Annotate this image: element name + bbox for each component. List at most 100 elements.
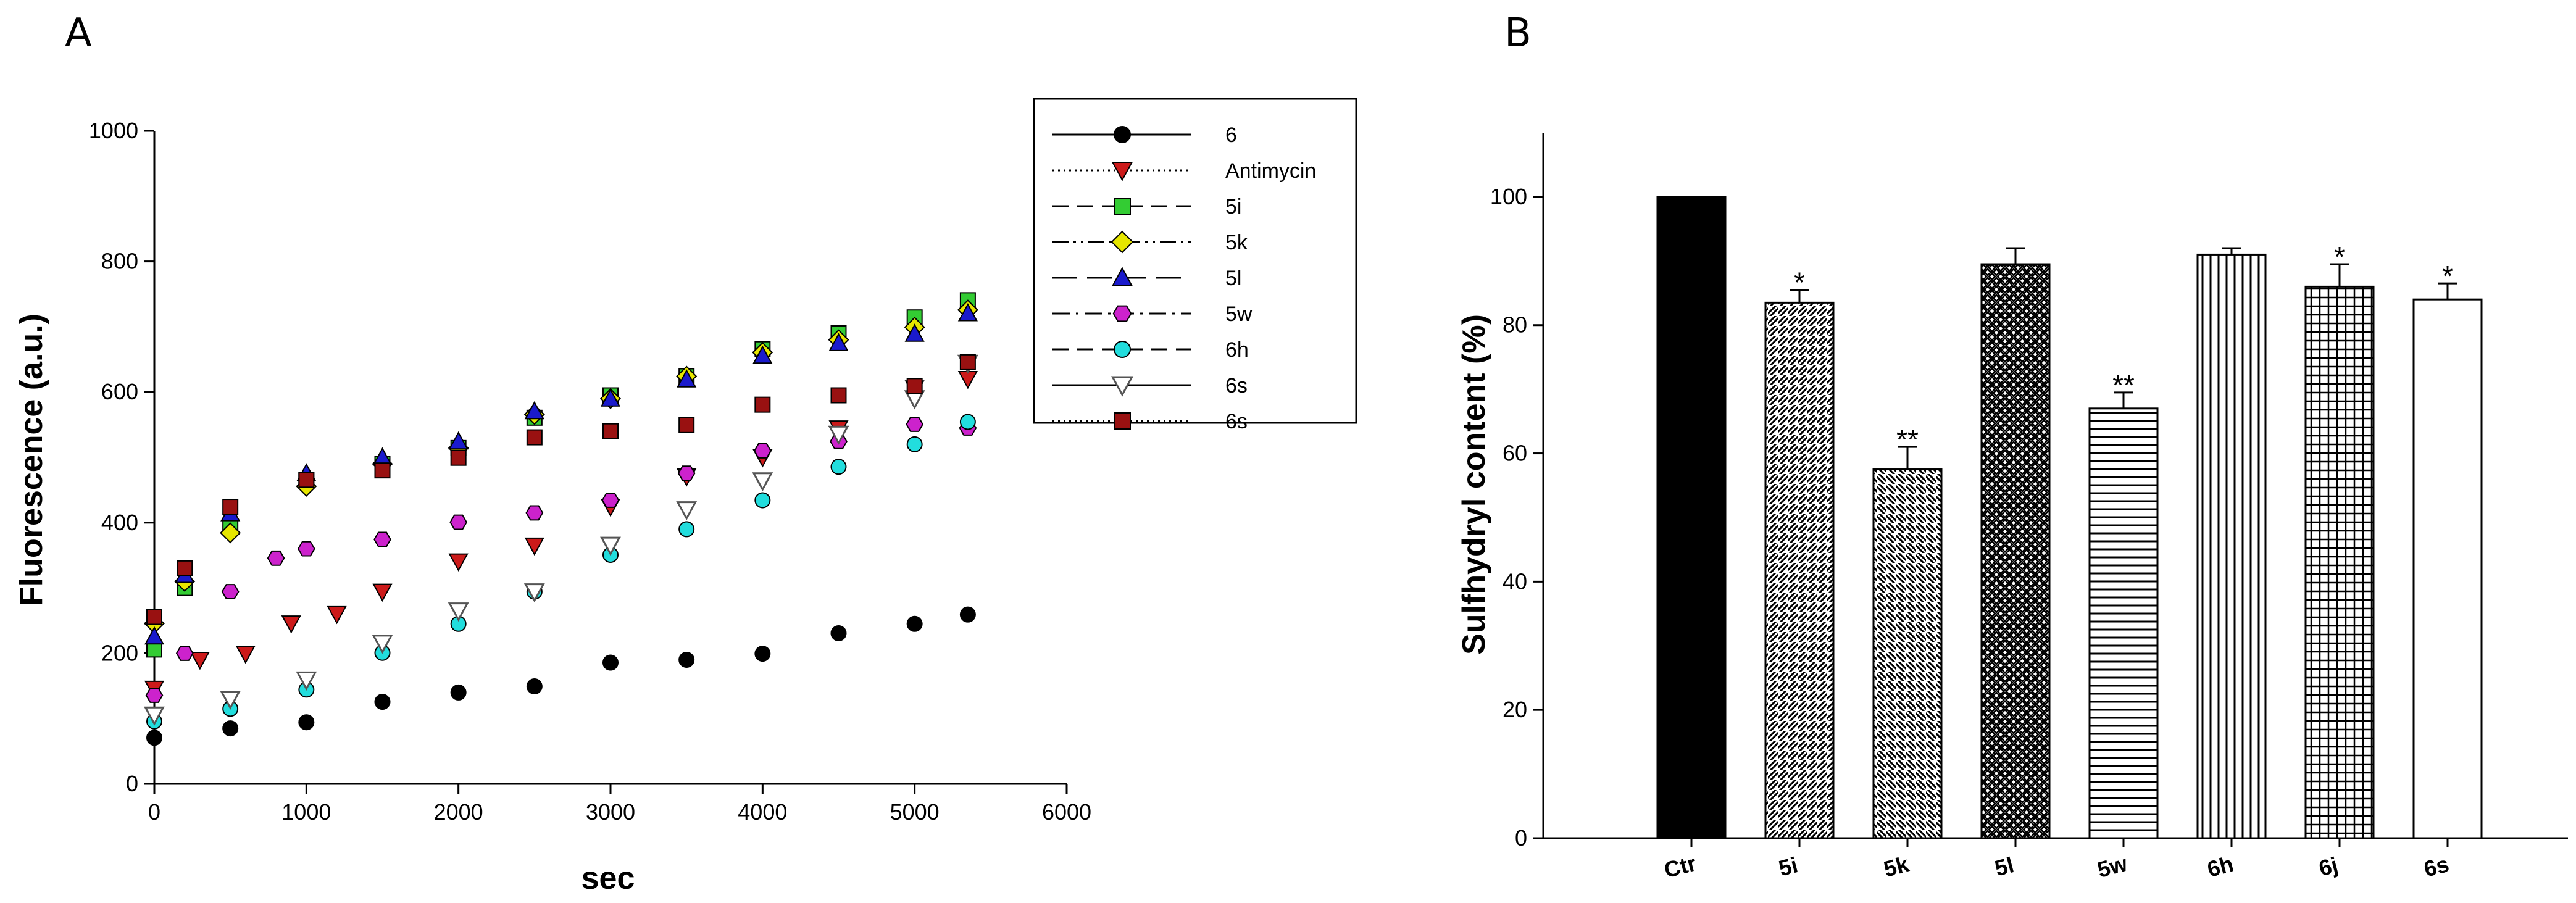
data-point — [753, 443, 772, 459]
series-3 — [146, 292, 976, 658]
data-point — [177, 560, 193, 576]
data-point — [602, 654, 619, 671]
data-point — [959, 606, 976, 623]
legend-marker — [1111, 267, 1133, 286]
data-point — [524, 537, 544, 556]
legend-item: 5i — [1052, 195, 1241, 218]
legend-marker — [1111, 162, 1133, 181]
data-point — [327, 605, 347, 625]
legend-frame — [1033, 98, 1357, 424]
data-point — [602, 423, 619, 439]
legend-label: 6s — [1225, 410, 1248, 433]
bar-group: * — [2412, 260, 2483, 839]
data-point — [222, 720, 239, 737]
data-point — [220, 690, 241, 710]
data-point — [828, 425, 849, 445]
bar — [2196, 253, 2267, 839]
data-point — [677, 369, 697, 388]
chart-a-series — [143, 292, 978, 746]
data-point — [600, 536, 621, 556]
data-point — [830, 387, 847, 404]
legend-item: 5k — [1052, 230, 1248, 254]
data-point — [190, 651, 210, 670]
bar-group: ** — [1872, 423, 1943, 839]
legend-item: 5w — [1052, 302, 1253, 326]
data-point — [450, 684, 467, 701]
data-point — [221, 584, 240, 600]
chart-a: 0 200 400 600 800 1000 0 1000 2000 3000 4000 5000 60… — [14, 98, 1357, 896]
legend-marker — [1111, 230, 1134, 254]
chart-a-axes — [153, 131, 1067, 785]
data-point — [281, 615, 301, 634]
x-tick-label: 1000 — [281, 799, 331, 825]
data-point — [372, 583, 393, 602]
legend-item: 6 — [1052, 123, 1237, 147]
legend-marker — [1112, 305, 1132, 322]
y-tick-label: 100 — [1490, 184, 1527, 209]
data-point — [146, 730, 162, 746]
data-point — [448, 553, 469, 572]
legend-marker — [1114, 341, 1131, 358]
y-tick-label: 40 — [1503, 568, 1527, 594]
x-tick-label: 5l — [1992, 852, 2017, 881]
chart-a-ticks: 0 200 400 600 800 1000 0 1000 2000 3000 4000 5000 60… — [89, 118, 1091, 825]
data-point — [146, 641, 162, 658]
series-6 — [145, 416, 977, 703]
x-tick-label: 6j — [2316, 852, 2341, 881]
data-point — [959, 414, 976, 430]
data-point — [752, 345, 773, 364]
legend-label: 5k — [1225, 231, 1248, 254]
data-point — [450, 449, 467, 466]
x-tick-label: 6h — [2204, 851, 2236, 882]
y-tick-label: 20 — [1503, 697, 1527, 722]
y-tick-label: 0 — [1515, 825, 1527, 851]
bar — [1656, 196, 1727, 839]
data-point — [754, 492, 771, 509]
data-point — [146, 609, 162, 625]
legend-marker — [1114, 198, 1131, 215]
y-tick-label: 80 — [1503, 312, 1527, 338]
series-2 — [144, 371, 978, 699]
bar-group: * — [1764, 267, 1835, 839]
data-point — [524, 401, 544, 420]
data-point — [220, 522, 241, 544]
y-tick-label: 800 — [101, 249, 138, 274]
data-point — [297, 541, 315, 557]
data-point — [601, 493, 620, 508]
series-7 — [146, 414, 976, 730]
significance-marker: ** — [1896, 423, 1919, 456]
bar-group — [1656, 196, 1727, 839]
data-point — [526, 678, 543, 695]
data-point — [600, 388, 621, 407]
bar-group — [1980, 247, 2051, 839]
chart-b-bars: ******* — [1656, 196, 2483, 839]
chart-a-legend: 6 Antimycin 5i 5k 5l 5w 6h 6s 6s — [1033, 98, 1357, 433]
data-point — [678, 521, 695, 538]
x-tick-label: 5k — [1881, 851, 1912, 882]
significance-marker: * — [2334, 241, 2345, 273]
data-point — [373, 531, 391, 547]
bar-group: * — [2304, 241, 2375, 839]
significance-marker: * — [2442, 260, 2453, 292]
legend-label: 6s — [1225, 374, 1248, 397]
legend-label: 6 — [1225, 123, 1237, 147]
significance-marker: ** — [2112, 369, 2135, 401]
legend-marker — [1114, 126, 1131, 143]
series-8 — [144, 354, 978, 726]
y-tick-label: 1000 — [89, 118, 138, 143]
chart-a-x-label: sec — [581, 860, 635, 896]
data-point — [449, 514, 468, 530]
data-point — [298, 472, 315, 488]
data-point — [235, 646, 256, 664]
bar — [1980, 263, 2051, 839]
legend-item: 5l — [1052, 267, 1241, 290]
legend-label: Antimycin — [1225, 159, 1316, 183]
data-point — [677, 465, 696, 481]
data-point — [904, 323, 925, 342]
chart-b-ticks: 0 20 40 60 80 100 Ctr 5i 5k 5l 5w 6h 6j 6s — [1490, 184, 2451, 883]
data-point — [957, 303, 978, 322]
data-point — [906, 615, 923, 632]
data-point — [222, 499, 239, 515]
data-point — [525, 505, 544, 521]
